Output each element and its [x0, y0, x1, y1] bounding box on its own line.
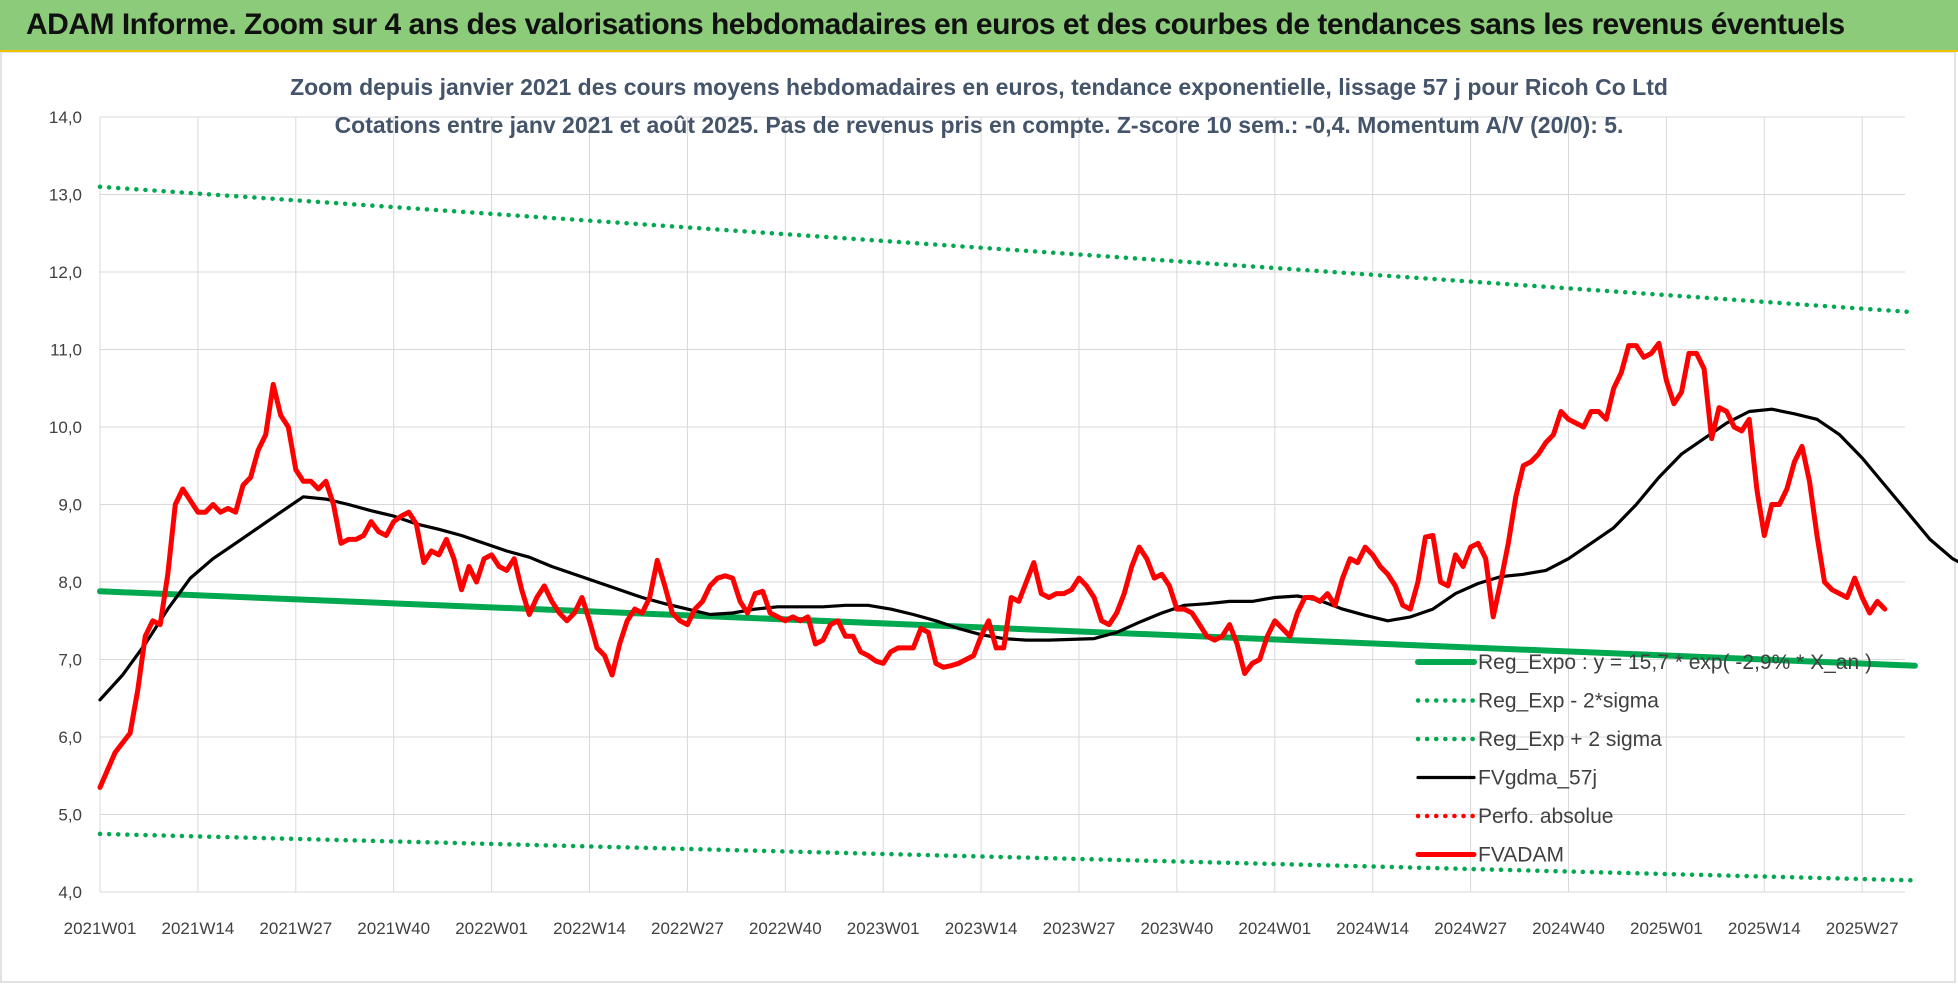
y-tick-label: 14,0 — [49, 108, 82, 127]
x-tick-label: 2021W14 — [162, 919, 235, 938]
x-tick-label: 2024W27 — [1434, 919, 1507, 938]
x-tick-label: 2021W40 — [357, 919, 430, 938]
legend-entry: FVADAM — [1478, 844, 1564, 867]
x-tick-label: 2021W01 — [64, 919, 137, 938]
legend-entry: Reg_Exp - 2*sigma — [1478, 690, 1659, 713]
banner-title: ADAM Informe. Zoom sur 4 ans des valoris… — [26, 8, 1845, 41]
legend-entry: FVgdma_57j — [1478, 767, 1597, 790]
x-tick-label: 2024W40 — [1532, 919, 1605, 938]
legend: Reg_Expo : y = 15,7 * exp( -2,9% * X_an … — [1415, 651, 1872, 867]
series-line-5 — [97, 340, 1888, 790]
chart-border — [0, 52, 1956, 983]
legend-entry: Reg_Expo : y = 15,7 * exp( -2,9% * X_an … — [1478, 651, 1872, 674]
x-tick-label: 2025W27 — [1826, 919, 1899, 938]
y-axis-ticks: 4,0 5,0 6,0 7,0 8,0 9,0 10,0 11,0 12,0 13,0 14,0 — [49, 108, 82, 902]
legend-entry: Perfo. absolue — [1478, 805, 1613, 828]
series-line-2 — [97, 184, 1918, 315]
x-tick-label: 2023W14 — [945, 919, 1018, 938]
x-tick-label: 2022W14 — [553, 919, 626, 938]
x-tick-label: 2025W01 — [1630, 919, 1703, 938]
x-tick-label: 2021W27 — [259, 919, 332, 938]
series-layer — [97, 184, 1958, 883]
x-tick-label: 2023W01 — [847, 919, 920, 938]
legend-entry: Reg_Exp + 2 sigma — [1478, 728, 1662, 751]
y-tick-label: 4,0 — [58, 883, 82, 902]
grid-lines — [99, 116, 1905, 893]
y-tick-label: 6,0 — [58, 728, 82, 747]
y-tick-label: 9,0 — [58, 496, 82, 515]
x-axis-ticks: 2021W01 2021W14 2021W27 2021W40 2022W01 2022W… — [64, 919, 1899, 938]
x-tick-label: 2025W14 — [1728, 919, 1801, 938]
y-tick-label: 5,0 — [58, 806, 82, 825]
x-tick-label: 2022W01 — [455, 919, 528, 938]
y-tick-label: 8,0 — [58, 573, 82, 592]
y-tick-label: 10,0 — [49, 418, 82, 437]
title-banner: ADAM Informe. Zoom sur 4 ans des valoris… — [0, 0, 1958, 52]
x-tick-label: 2022W27 — [651, 919, 724, 938]
chart-title-line-1: Zoom depuis janvier 2021 des cours moyen… — [290, 74, 1668, 100]
x-tick-label: 2023W40 — [1141, 919, 1214, 938]
x-tick-label: 2023W27 — [1043, 919, 1116, 938]
x-tick-label: 2022W40 — [749, 919, 822, 938]
chart-title-line-2: Cotations entre janv 2021 et août 2025. … — [335, 112, 1624, 138]
chart-area: 4,0 5,0 6,0 7,0 8,0 9,0 10,0 11,0 12,0 13,0 14,0 2… — [0, 52, 1958, 983]
y-tick-label: 13,0 — [49, 186, 82, 205]
y-tick-label: 7,0 — [58, 651, 82, 670]
series-line-1 — [97, 831, 1918, 883]
y-tick-label: 12,0 — [49, 263, 82, 282]
x-tick-label: 2024W01 — [1238, 919, 1311, 938]
x-tick-label: 2024W14 — [1336, 919, 1409, 938]
y-tick-label: 11,0 — [50, 341, 82, 360]
